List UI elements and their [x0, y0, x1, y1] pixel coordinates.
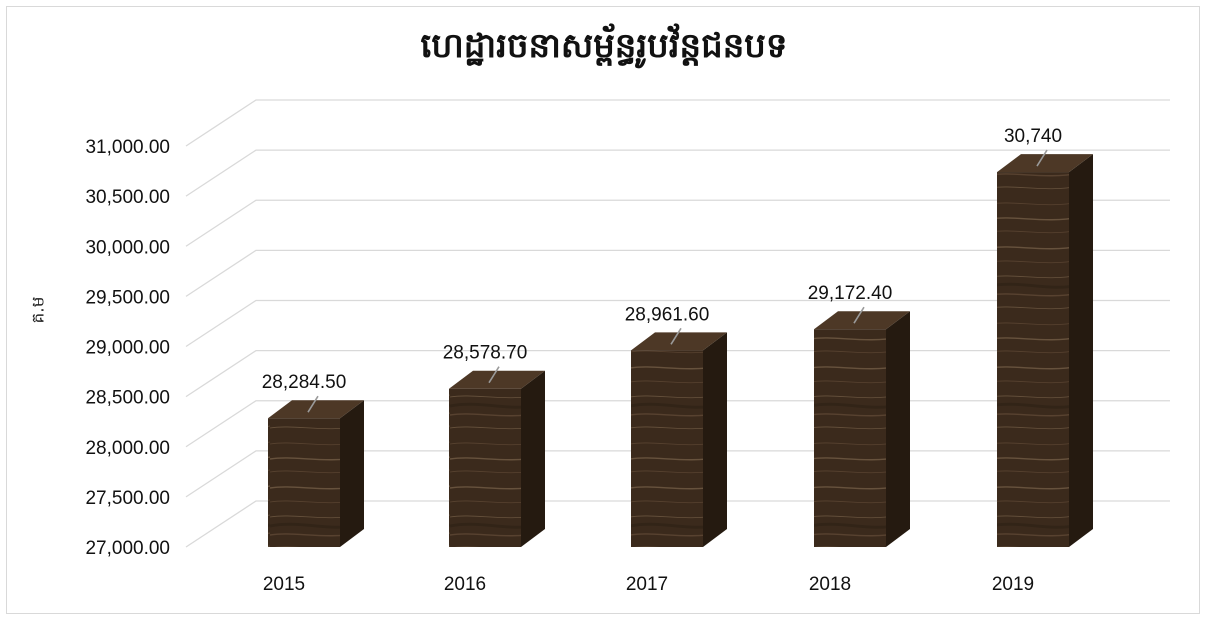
- bar: [997, 154, 1093, 547]
- bar-top: [997, 154, 1093, 173]
- y-tick-label: 28,000.00: [85, 438, 170, 459]
- data-label-leader: [670, 327, 682, 345]
- data-label-leader: [488, 366, 500, 384]
- gridline: [185, 99, 1170, 147]
- data-label-leader: [307, 395, 319, 413]
- data-label: 30,740: [1004, 126, 1062, 147]
- y-tick-label: 29,000.00: [85, 338, 170, 359]
- y-tick-label: 27,500.00: [85, 488, 170, 509]
- gridline: [185, 149, 1170, 197]
- bar: [449, 370, 545, 547]
- bar-side: [1069, 154, 1093, 547]
- bar-side: [340, 400, 364, 547]
- data-label-leader: [1036, 149, 1048, 167]
- y-tick-label: 30,000.00: [85, 237, 170, 258]
- x-tick-label: 2019: [992, 574, 1034, 595]
- bar: [631, 332, 727, 547]
- data-label: 28,961.60: [625, 304, 710, 325]
- y-tick-label: 31,000.00: [85, 137, 170, 158]
- data-label: 28,284.50: [262, 372, 347, 393]
- gridline: [185, 249, 1170, 297]
- x-tick-label: 2018: [809, 574, 851, 595]
- bar-front: [631, 350, 703, 547]
- bar-front: [814, 329, 886, 547]
- y-tick-label: 29,500.00: [85, 287, 170, 308]
- bar-front: [997, 172, 1069, 547]
- bar-front: [449, 388, 521, 547]
- x-tick-label: 2017: [626, 574, 668, 595]
- data-label: 28,578.70: [443, 343, 528, 364]
- gridline: [185, 299, 1170, 348]
- data-label: 29,172.40: [808, 283, 893, 304]
- bar-top: [449, 370, 545, 389]
- bar-top: [631, 332, 727, 351]
- bar-front: [268, 418, 340, 547]
- bar-side: [886, 311, 910, 547]
- data-label-leader: [853, 306, 865, 324]
- chart-title: ហេដ្ឋារចនាសម្ព័ន្ធរូបវ័ន្តជនបទ: [420, 26, 788, 66]
- gridline: [185, 199, 1170, 247]
- x-tick-label: 2016: [444, 574, 486, 595]
- bar-top: [268, 400, 364, 419]
- bar-side: [703, 332, 727, 547]
- bar: [814, 311, 910, 547]
- x-tick-label: 2015: [263, 574, 305, 595]
- y-tick-label: 30,500.00: [85, 187, 170, 208]
- y-tick-label: 28,500.00: [85, 388, 170, 409]
- bar-side: [521, 370, 545, 547]
- bar: [268, 400, 364, 547]
- y-tick-label: 27,000.00: [85, 538, 170, 559]
- bar-top: [814, 311, 910, 330]
